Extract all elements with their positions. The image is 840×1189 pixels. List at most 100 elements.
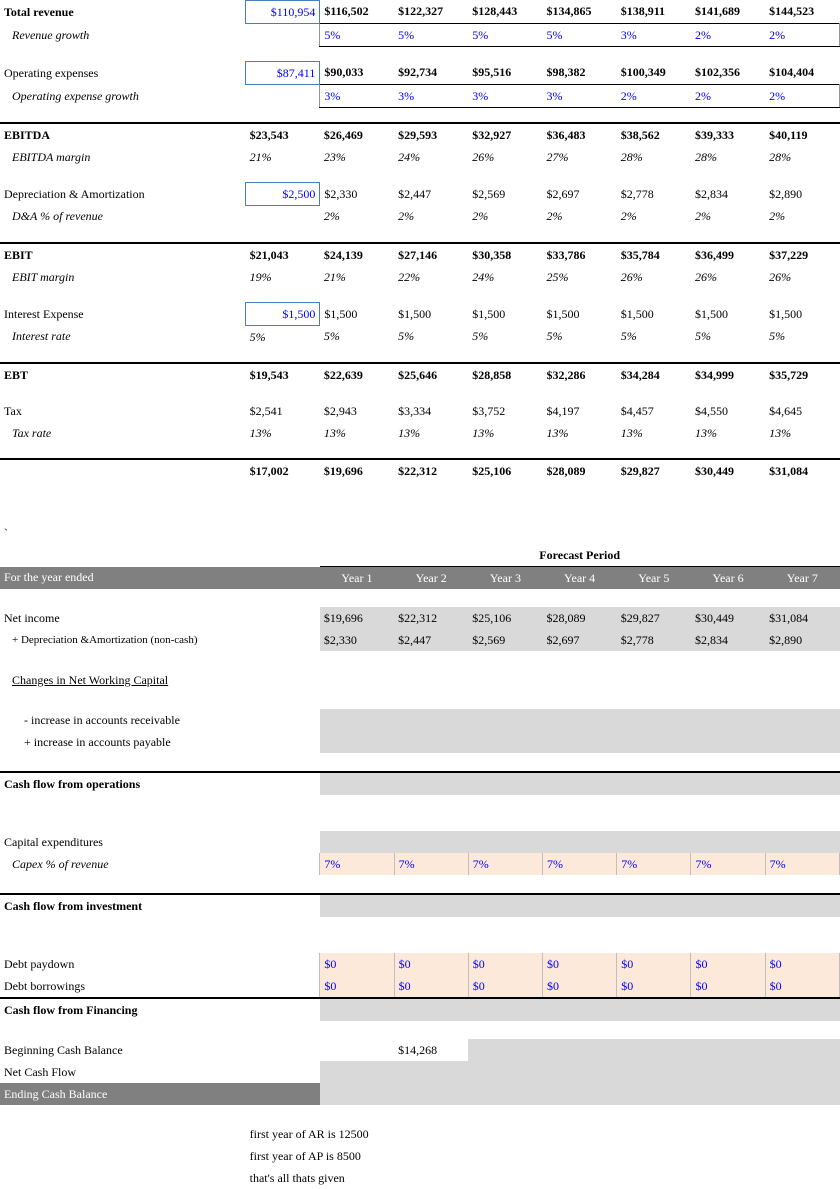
cell[interactable]: 7%	[320, 853, 394, 875]
cell[interactable]: $100,349	[617, 62, 691, 85]
cell[interactable]: $0	[691, 953, 765, 975]
cell[interactable]: $2,569	[468, 183, 542, 206]
cell[interactable]: $2,447	[394, 629, 468, 651]
cell[interactable]: $30,449	[691, 459, 765, 482]
cell[interactable]: $0	[765, 953, 839, 975]
cell[interactable]: $26,469	[320, 123, 394, 146]
cell[interactable]: 2%	[765, 24, 839, 47]
cell[interactable]: $2,330	[320, 183, 394, 206]
cell[interactable]: 5%	[320, 326, 394, 349]
cell[interactable]: 2%	[617, 206, 691, 229]
cell[interactable]: 26%	[691, 266, 765, 288]
cell[interactable]: 2%	[765, 85, 839, 108]
cell[interactable]: 7%	[468, 853, 542, 875]
cell[interactable]: $25,646	[394, 363, 468, 386]
cell[interactable]: $92,734	[394, 62, 468, 85]
cell[interactable]: $2,500	[246, 183, 320, 206]
cell[interactable]: $3,334	[394, 400, 468, 422]
cell[interactable]: $2,330	[320, 629, 394, 651]
cell[interactable]: $2,447	[394, 183, 468, 206]
cell[interactable]: 24%	[394, 146, 468, 168]
cell[interactable]: $0	[320, 953, 394, 975]
cell[interactable]: $32,286	[543, 363, 617, 386]
cell[interactable]: 23%	[320, 146, 394, 168]
cell[interactable]: $40,119	[765, 123, 839, 146]
cell[interactable]: $31,084	[765, 459, 839, 482]
cell[interactable]: $144,523	[765, 1, 839, 24]
cell[interactable]: $34,999	[691, 363, 765, 386]
cell[interactable]: $39,333	[691, 123, 765, 146]
cell[interactable]: 19%	[246, 266, 320, 288]
cell[interactable]: $0	[468, 953, 542, 975]
cell[interactable]: 28%	[617, 146, 691, 168]
cell[interactable]: 13%	[691, 422, 765, 444]
cell[interactable]: $19,696	[320, 607, 394, 629]
cell[interactable]: $34,284	[617, 363, 691, 386]
cell[interactable]: 13%	[543, 422, 617, 444]
cell[interactable]: $22,312	[394, 607, 468, 629]
cell[interactable]: 5%	[543, 24, 617, 47]
cell[interactable]: $2,697	[543, 629, 617, 651]
cell[interactable]: 2%	[320, 206, 394, 229]
cell[interactable]: $2,890	[765, 183, 839, 206]
cell[interactable]: 26%	[617, 266, 691, 288]
cell[interactable]: 3%	[320, 85, 394, 108]
cell[interactable]: $0	[394, 975, 468, 998]
cell[interactable]: 2%	[691, 85, 765, 108]
cell[interactable]: $0	[543, 953, 617, 975]
cell[interactable]: 2%	[691, 206, 765, 229]
cell[interactable]: 2%	[691, 24, 765, 47]
cell[interactable]: $32,927	[468, 123, 542, 146]
cell[interactable]: 7%	[691, 853, 765, 875]
cell[interactable]: $29,827	[617, 459, 691, 482]
cell[interactable]: $122,327	[394, 1, 468, 24]
cell[interactable]: $4,197	[543, 400, 617, 422]
cell[interactable]: $1,500	[394, 303, 468, 326]
cell[interactable]: 7%	[617, 853, 691, 875]
cell[interactable]: $1,500	[543, 303, 617, 326]
cell[interactable]: $22,639	[320, 363, 394, 386]
cell[interactable]: $36,483	[543, 123, 617, 146]
cell[interactable]: $141,689	[691, 1, 765, 24]
cell[interactable]: 22%	[394, 266, 468, 288]
cell[interactable]: 13%	[320, 422, 394, 444]
cell[interactable]: $23,543	[246, 123, 320, 146]
cell[interactable]: $2,778	[617, 183, 691, 206]
cell[interactable]: $1,500	[246, 303, 320, 326]
cell[interactable]: $0	[543, 975, 617, 998]
cell[interactable]: $37,229	[765, 243, 839, 266]
cell[interactable]: 25%	[543, 266, 617, 288]
cell[interactable]: $138,911	[617, 1, 691, 24]
cell[interactable]: $22,312	[394, 459, 468, 482]
cell[interactable]: $98,382	[543, 62, 617, 85]
cell[interactable]: $0	[617, 975, 691, 998]
cell[interactable]: 13%	[617, 422, 691, 444]
cell[interactable]: $2,569	[468, 629, 542, 651]
cell[interactable]: $36,499	[691, 243, 765, 266]
cell[interactable]: 26%	[765, 266, 839, 288]
cell[interactable]: 5%	[320, 24, 394, 47]
cell[interactable]: $28,089	[543, 459, 617, 482]
cell[interactable]: $95,516	[468, 62, 542, 85]
cell[interactable]: $35,729	[765, 363, 839, 386]
cell[interactable]: $25,106	[468, 459, 542, 482]
cell[interactable]: $19,696	[320, 459, 394, 482]
cell[interactable]: $14,268	[394, 1039, 468, 1061]
cell[interactable]: $28,858	[468, 363, 542, 386]
cell[interactable]: $1,500	[765, 303, 839, 326]
cell[interactable]: $30,449	[691, 607, 765, 629]
cell[interactable]: 26%	[468, 146, 542, 168]
cell[interactable]: 5%	[246, 326, 320, 349]
cell[interactable]: $0	[765, 975, 839, 998]
cell[interactable]: 13%	[394, 422, 468, 444]
cell[interactable]: 5%	[543, 326, 617, 349]
cell[interactable]: 3%	[617, 24, 691, 47]
cell[interactable]: 28%	[765, 146, 839, 168]
cell[interactable]: $0	[320, 975, 394, 998]
cell[interactable]: 2%	[543, 206, 617, 229]
cell[interactable]: $31,084	[765, 607, 839, 629]
cell[interactable]: 13%	[246, 422, 320, 444]
cell[interactable]: $2,943	[320, 400, 394, 422]
cell[interactable]: $29,827	[617, 607, 691, 629]
cell[interactable]: $1,500	[691, 303, 765, 326]
